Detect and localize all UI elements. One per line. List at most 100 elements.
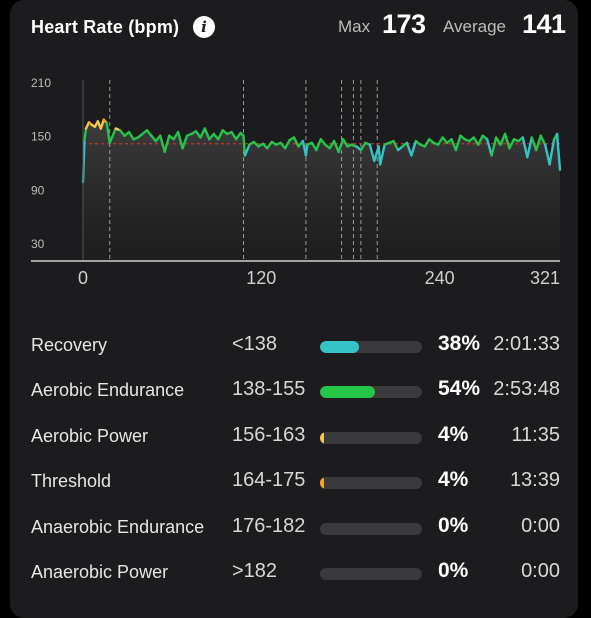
zone-name: Anaerobic Endurance [31,516,205,537]
hr-line-segment [242,134,247,157]
max-value: 173 [382,9,426,39]
hr-line-segment [521,136,529,159]
y-tick-label: 150 [31,130,51,144]
zone-bar-track [320,341,422,353]
zone-name: Threshold [31,471,112,492]
hr-line-segment [555,132,562,171]
zone-range: 176-182 [232,514,306,537]
zone-time: 11:35 [511,423,560,446]
hr-line-segment [450,138,458,152]
x-tick-label: 0 [78,268,88,288]
zone-row: Anaerobic Power >182 0% 0:00 [0,558,591,588]
zone-range: <138 [232,333,278,355]
zone-row: Recovery <138 38% 2:01:33 [0,331,591,361]
hr-line-segment [315,138,322,152]
hr-line-segment [392,139,400,152]
zone-range: 156-163 [232,423,306,446]
hr-line-segment [499,132,507,146]
zone-row: Threshold 164-175 4% 13:39 [0,467,591,497]
zone-bar-track [320,522,422,535]
zone-time: 0:00 [521,514,560,537]
average-value: 141 [522,9,566,39]
zone-bar-track [320,386,422,399]
zone-time: 2:53:48 [493,378,560,401]
zone-bar-track [320,568,422,580]
hr-line-segment [283,138,291,150]
zone-range: >182 [232,560,278,582]
hr-line-segment [176,130,184,150]
zone-time: 2:01:33 [493,333,560,355]
card-title: Heart Rate (bpm) [31,17,180,37]
heart-rate-chart: 210 150 90 30 0 120 240 321 [31,76,562,288]
zone-name: Aerobic Endurance [31,380,185,401]
zone-name: Recovery [31,335,108,355]
zone-bar-track [320,431,422,444]
hr-line-segment [490,136,498,157]
hr-line-segment [503,132,511,150]
hr-line-segment [530,136,538,152]
hr-line-segment [526,136,533,159]
hr-line-segment [127,130,135,141]
hr-line-segment [108,134,114,145]
hr-line-segment [266,140,273,150]
hr-line-segment [410,139,418,157]
zone-name: Aerobic Power [31,425,149,446]
zone-row: Aerobic Power 156-163 4% 11:35 [0,422,591,452]
hr-line-segment [234,131,242,141]
x-tick-label: 120 [246,268,276,288]
zone-bar-track [320,477,422,490]
y-tick-label: 30 [31,237,45,251]
zone-row: Anaerobic Endurance 176-182 0% 0:00 [0,513,591,543]
x-tick-label: 240 [425,268,455,288]
zone-percent: 38% [438,332,481,355]
hr-line-segment [217,129,224,141]
zone-bar-fill [320,431,325,444]
hr-line-segment [539,134,547,146]
hr-line-segment [111,127,117,137]
heart-rate-header: Heart Rate (bpm) i Max 173 Average 141 [0,0,591,56]
zone-row: Aerobic Endurance 138-155 54% 2:53:48 [0,376,591,406]
average-label: Average [443,17,507,36]
hr-line-segment [230,130,238,141]
hr-line-segment [368,143,376,162]
hr-line-segment [105,121,111,145]
zone-time: 0:00 [521,560,560,582]
hr-line-segment [337,138,345,154]
hr-line-segment [304,143,309,157]
zone-percent: 0% [438,513,469,537]
hr-line-segment [378,143,386,166]
zone-percent: 4% [438,422,469,446]
hr-line-segment [163,134,171,154]
hr-line-segment [292,136,300,148]
zone-percent: 4% [438,468,469,492]
max-label: Max [338,17,371,36]
zone-percent: 0% [438,559,469,582]
hr-line-segment [548,138,556,166]
hr-line-segment [341,138,349,148]
hr-line-segment [423,138,431,148]
hr-line-segment [508,138,516,150]
heart-rate-card [10,0,578,618]
hr-line-segment [203,127,211,141]
zone-percent: 54% [438,377,481,401]
area-fill [83,119,560,261]
hr-line-segment [181,134,189,150]
info-icon[interactable]: i [193,16,215,38]
hr-line-segment [99,118,106,130]
hr-line-segment [243,143,251,157]
hr-line-segment [436,136,444,146]
zone-name: Anaerobic Power [31,562,169,582]
zone-bar-fill [320,386,376,399]
zone-bar-fill [320,341,359,353]
hr-line-segment [359,141,367,152]
hr-line-segment [83,127,88,142]
hr-line-segment [535,134,542,152]
zone-range: 138-155 [232,378,306,401]
hr-line-segment [405,141,413,157]
hr-line-segment [485,138,493,157]
x-tick-label: 321 [530,268,560,288]
y-tick-label: 210 [31,76,51,90]
hr-line-segment [199,127,207,139]
zone-range: 164-175 [232,469,306,492]
hr-line-segment [159,134,166,154]
